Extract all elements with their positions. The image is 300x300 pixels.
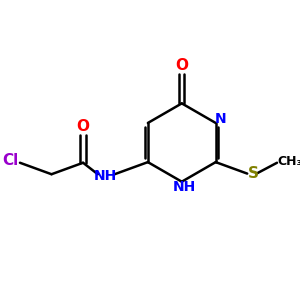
Text: O: O: [175, 58, 188, 73]
Text: CH₃: CH₃: [278, 155, 300, 168]
Text: NH: NH: [173, 180, 196, 194]
Text: S: S: [248, 166, 259, 181]
Text: O: O: [76, 119, 90, 134]
Text: NH: NH: [94, 169, 117, 183]
Text: Cl: Cl: [2, 153, 19, 168]
Text: N: N: [214, 112, 226, 126]
